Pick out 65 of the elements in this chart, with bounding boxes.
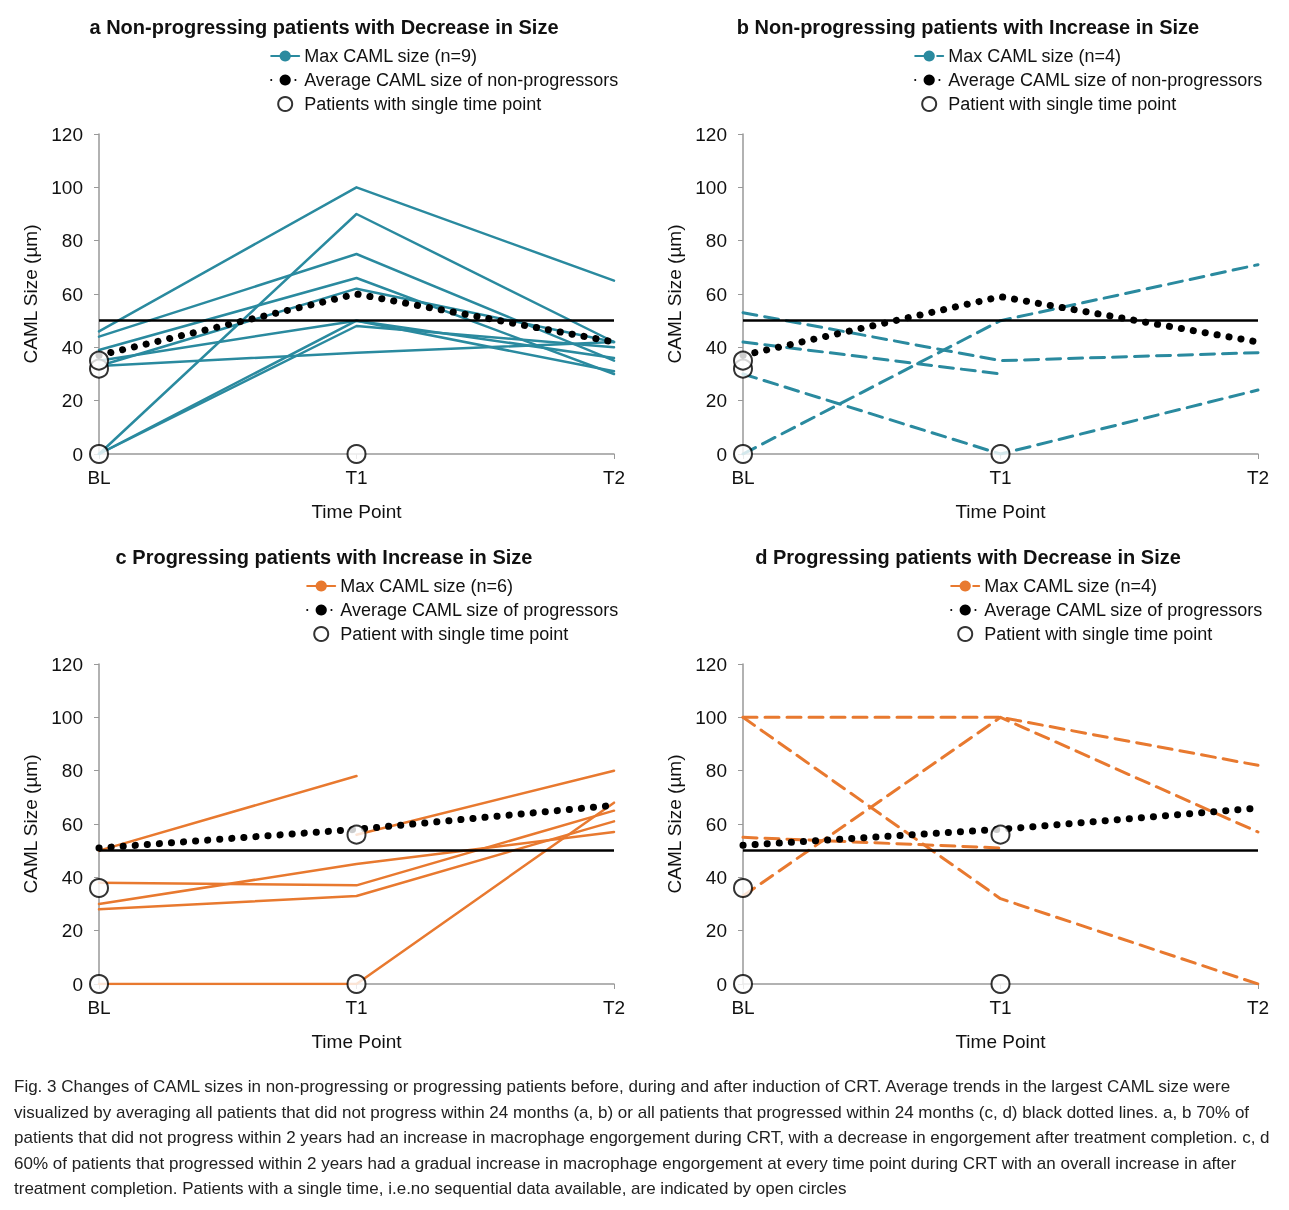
legend-label: Max CAML size (n=4)	[984, 576, 1158, 596]
x-tick-label: BL	[731, 467, 755, 488]
y-tick-label: 20	[705, 390, 727, 412]
legend-label: Patient with single time point	[340, 624, 569, 644]
x-axis-title: Time Point	[955, 1031, 1047, 1052]
x-axis-title: Time Point	[955, 501, 1047, 522]
y-tick-label: 0	[72, 443, 83, 465]
chart-title: d Progressing patients with Decrease in Size	[755, 546, 1181, 568]
y-tick-label: 80	[61, 760, 83, 782]
y-tick-label: 0	[72, 973, 83, 995]
x-tick-label: T1	[989, 997, 1012, 1018]
y-tick-label: 60	[61, 283, 83, 305]
caption: Fig. 3 Changes of CAML sizes in non-progressing or progressing patients before, during and after induction of CRT. Average trends in the largest CAML size were visualized by averaging all patients that did not progress within 24 months (a, b) or all patients that progressed within 24 months (c, d) black dotted lines. a, b 70% of patients that did not progress within 2 years had an increase in macrophage engorgement during CRT, with a decrease in engorgement after treatment completion. c, d 60% of patients that progressed within 2 years had a gradual increase in macrophage engorgement at every time point during CRT with an overall increase in after treatment completion. Patients with a single time, i.e.no sequential data available, are indicated by open circles	[14, 1076, 1271, 1200]
legend-label: Max CAML size (n=4)	[948, 46, 1122, 66]
y-tick-label: 40	[61, 866, 83, 888]
y-tick-label: 100	[51, 706, 83, 728]
x-tick-label: T2	[602, 467, 626, 488]
legend-label: Average CAML size of progressors	[984, 600, 1263, 620]
y-tick-label: 100	[51, 176, 83, 198]
y-tick-label: 60	[61, 813, 83, 835]
chart-title: b Non-progressing patients with Increase in Size	[736, 16, 1200, 38]
y-tick-label: 20	[61, 390, 83, 412]
x-tick-label: T1	[345, 467, 368, 488]
legend-label: Average CAML size of non-progressors	[948, 70, 1263, 90]
x-tick-label: T1	[989, 467, 1012, 488]
y-tick-label: 40	[705, 866, 727, 888]
legend-label: Average CAML size of non-progressors	[304, 70, 619, 90]
y-tick-label: 80	[705, 760, 727, 782]
y-tick-label: 0	[716, 443, 727, 465]
y-tick-label: 80	[705, 230, 727, 252]
legend-label: Patient with single time point	[948, 94, 1177, 114]
x-tick-label: T1	[345, 997, 368, 1018]
y-axis-title: CAML Size (µm)	[664, 224, 686, 364]
legend-label: Patients with single time point	[304, 94, 542, 114]
y-tick-label: 120	[51, 653, 83, 675]
y-tick-label: 120	[695, 123, 727, 145]
chart-title: a Non-progressing patients with Decrease in Size	[89, 16, 559, 38]
y-axis-title: CAML Size (µm)	[20, 224, 42, 364]
y-axis-title: CAML Size (µm)	[20, 754, 42, 894]
y-tick-label: 40	[705, 336, 727, 358]
chart-title: c Progressing patients with Increase in Size	[115, 546, 533, 568]
y-tick-label: 20	[705, 920, 727, 942]
y-tick-label: 120	[51, 123, 83, 145]
y-tick-label: 40	[61, 336, 83, 358]
x-tick-label: T2	[1246, 467, 1270, 488]
x-axis-title: Time Point	[311, 501, 403, 522]
y-tick-label: 100	[695, 176, 727, 198]
x-tick-label: BL	[87, 467, 111, 488]
legend-label: Patient with single time point	[984, 624, 1213, 644]
y-tick-label: 120	[695, 653, 727, 675]
legend-label: Average CAML size of progressors	[340, 600, 619, 620]
y-tick-label: 20	[61, 920, 83, 942]
x-axis-title: Time Point	[311, 1031, 403, 1052]
y-tick-label: 100	[695, 706, 727, 728]
y-tick-label: 80	[61, 230, 83, 252]
x-tick-label: T2	[602, 997, 626, 1018]
y-axis-title: CAML Size (µm)	[664, 754, 686, 894]
y-tick-label: 60	[705, 283, 727, 305]
legend-label: Max CAML size (n=9)	[304, 46, 478, 66]
x-tick-label: T2	[1246, 997, 1270, 1018]
x-tick-label: BL	[87, 997, 111, 1018]
y-tick-label: 60	[705, 813, 727, 835]
x-tick-label: BL	[731, 997, 755, 1018]
legend-label: Max CAML size (n=6)	[340, 576, 514, 596]
y-tick-label: 0	[716, 973, 727, 995]
